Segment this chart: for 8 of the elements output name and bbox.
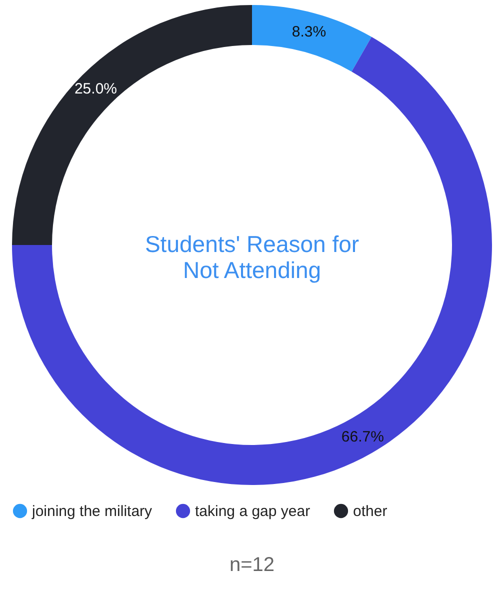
text: n=12	[229, 554, 275, 576]
legend-label: taking a gap year	[195, 503, 310, 520]
data-label: 8.3%	[292, 23, 326, 40]
text: Students' Reason for Not Attending	[144, 231, 360, 283]
data-label: 66.7%	[341, 428, 384, 446]
data-label: 25.0%	[74, 80, 118, 98]
legend-label: other	[353, 503, 388, 520]
legend-label: joining the military	[31, 503, 153, 520]
